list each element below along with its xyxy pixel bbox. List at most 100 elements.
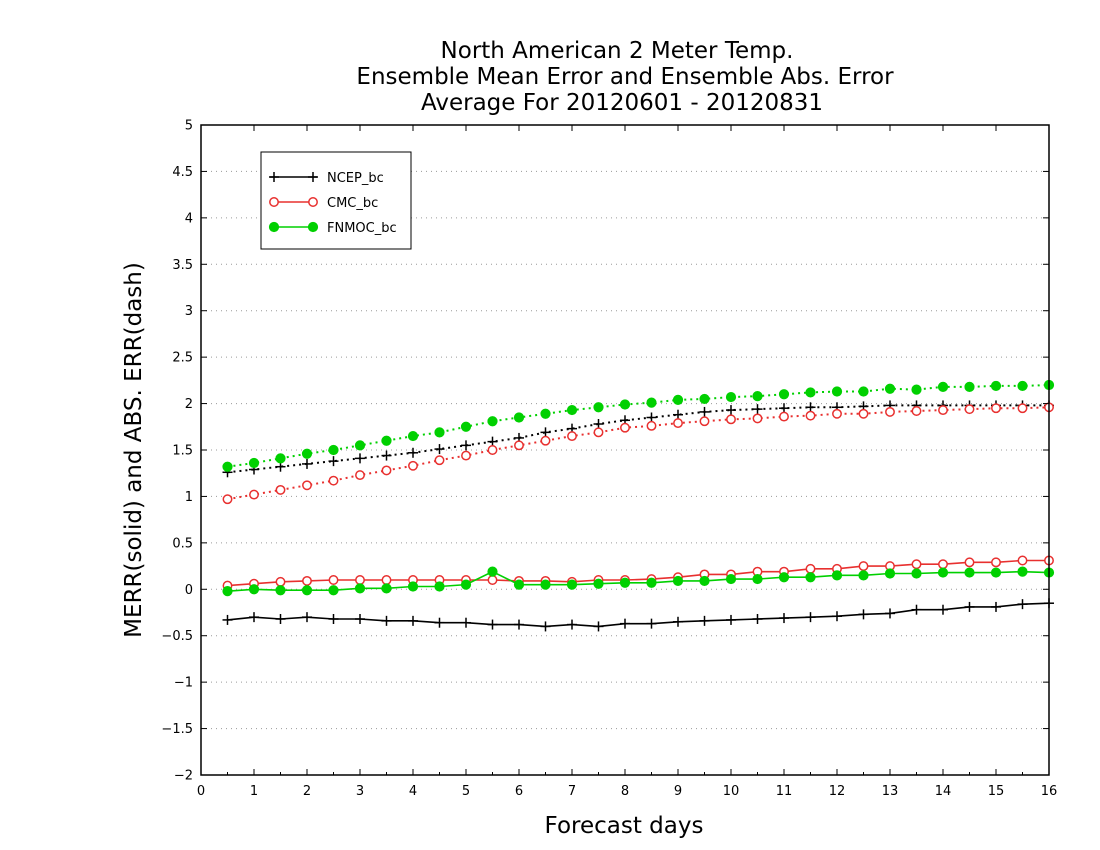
ncep-bc-merr-point: [249, 612, 259, 623]
fnmoc-bc-merr-point: [884, 568, 896, 579]
ncep-bc-merr-point: [646, 618, 657, 629]
y-tick-label: 2: [185, 397, 193, 412]
fnmoc-bc-abs-err-point: [593, 402, 604, 413]
fnmoc-bc-merr-point: [301, 585, 313, 596]
y-tick-label: −1.5: [161, 722, 193, 737]
ncep-bc-merr-point: [381, 615, 392, 626]
cmc-bc-abs-err-point: [249, 489, 259, 500]
legend-marker-ncep-bc: [269, 172, 279, 182]
y-tick-label: 0: [185, 583, 193, 598]
x-tick-label: 5: [462, 784, 470, 799]
cmc-bc-abs-err-point: [964, 404, 975, 415]
y-tick-label: 1: [185, 490, 193, 505]
cmc-bc-merr-point: [355, 575, 365, 585]
ncep-bc-merr-point: [752, 614, 763, 624]
ncep-bc-merr-point: [726, 614, 736, 625]
fnmoc-bc-abs-err-point: [222, 461, 233, 472]
fnmoc-bc-abs-err-point: [964, 381, 975, 392]
ncep-bc-abs-err-point: [355, 453, 365, 464]
tick-layer: −2−1.5−1−0.500.511.522.533.544.550 1 2 3 4 5 6…: [161, 119, 1057, 800]
ncep-bc-abs-err-point: [752, 404, 763, 415]
ncep-bc-merr-point: [328, 614, 339, 624]
y-tick-label: −0.5: [161, 629, 193, 644]
cmc-bc-abs-err-point: [673, 418, 683, 429]
cmc-bc-merr-point: [381, 575, 392, 585]
fnmoc-bc-abs-err-point: [460, 421, 472, 432]
cmc-bc-abs-err-point: [408, 460, 418, 471]
fnmoc-bc-merr-point: [805, 572, 816, 583]
ncep-bc-abs-err-point: [487, 436, 498, 447]
fnmoc-bc-merr-point: [460, 579, 472, 590]
fnmoc-bc-abs-err-point: [752, 391, 763, 402]
y-tick-label: 3.5: [172, 258, 193, 273]
cmc-bc-merr-point: [1017, 555, 1028, 566]
ncep-bc-merr-point: [911, 604, 922, 615]
fnmoc-bc-abs-err-line: [227, 384, 1050, 468]
cmc-bc-merr-point: [964, 557, 975, 568]
ncep-bc-merr-point: [885, 608, 895, 619]
cmc-bc-abs-err-point: [355, 470, 365, 481]
fnmoc-bc-merr-point: [752, 573, 763, 585]
cmc-bc-abs-err-point: [752, 413, 763, 424]
cmc-bc-merr-point: [302, 575, 312, 586]
x-tick-label: 6: [515, 784, 523, 799]
legend-box: [260, 151, 412, 250]
fnmoc-bc-merr-point: [381, 583, 392, 594]
ncep-bc-abs-err-point: [381, 450, 392, 461]
ncep-bc-merr-line: [227, 602, 1050, 628]
cmc-bc-merr-point: [487, 575, 498, 585]
legend-marker-cmc-bc: [308, 197, 318, 207]
ncep-bc-merr-point: [593, 621, 604, 632]
ncep-bc-abs-err-point: [434, 444, 445, 455]
ncep-bc-merr-point: [302, 612, 312, 623]
cmc-bc-abs-err-point: [461, 450, 471, 461]
chart-title-line-3: Average For 20120601 - 20120831: [421, 90, 823, 116]
fnmoc-bc-abs-err-point: [990, 380, 1002, 392]
fnmoc-bc-abs-err-point: [778, 389, 790, 400]
ncep-bc-merr-point: [620, 618, 630, 629]
x-tick-label: 12: [829, 784, 846, 799]
cmc-bc-merr-point: [858, 561, 869, 572]
cmc-bc-abs-err-point: [938, 405, 948, 416]
legend-marker-ncep-bc: [308, 172, 318, 182]
x-axis-label: Forecast days: [545, 813, 704, 839]
ncep-bc-abs-err-point: [328, 456, 339, 467]
ncep-bc-abs-err-point: [646, 412, 657, 423]
ncep-bc-merr-point: [673, 616, 683, 627]
fnmoc-bc-abs-err-point: [831, 386, 843, 397]
fnmoc-bc-abs-err-point: [487, 416, 498, 427]
x-tick-label: 15: [988, 784, 1005, 799]
fnmoc-bc-abs-err-point: [540, 408, 551, 419]
cmc-bc-abs-err-point: [487, 445, 498, 455]
y-tick-label: 5: [185, 119, 193, 134]
fnmoc-bc-abs-err-point: [619, 399, 631, 410]
fnmoc-bc-abs-err-point: [911, 384, 922, 395]
cmc-bc-abs-err-point: [991, 403, 1001, 414]
fnmoc-bc-merr-point: [725, 573, 737, 585]
cmc-bc-abs-err-point: [593, 427, 604, 438]
ncep-bc-merr-point: [699, 615, 710, 626]
ncep-bc-merr-point: [408, 615, 418, 626]
legend-marker-cmc-bc: [269, 197, 279, 207]
cmc-bc-abs-err-point: [620, 422, 630, 433]
x-tick-label: 9: [674, 784, 682, 799]
ncep-bc-merr-point: [858, 609, 869, 620]
cmc-bc-abs-err-point: [381, 465, 392, 476]
cmc-bc-merr-point: [911, 559, 922, 570]
fnmoc-bc-merr-point: [1017, 566, 1028, 577]
y-tick-label: 4: [185, 211, 193, 226]
ncep-bc-merr-point: [434, 617, 445, 628]
cmc-bc-abs-err-point: [779, 411, 789, 422]
legend-label-fnmoc-bc: FNMOC_bc: [327, 221, 397, 236]
fnmoc-bc-abs-err-point: [513, 412, 525, 423]
fnmoc-bc-abs-err-point: [566, 404, 578, 416]
fnmoc-bc-abs-err-point: [699, 393, 710, 405]
cmc-bc-merr-point: [805, 563, 816, 574]
fnmoc-bc-merr-point: [275, 585, 286, 596]
fnmoc-bc-merr-point: [646, 577, 657, 588]
legend-marker-fnmoc-bc: [268, 221, 280, 233]
x-tick-label: 13: [882, 784, 899, 799]
fnmoc-bc-merr-point: [672, 575, 684, 587]
fnmoc-bc-abs-err-point: [646, 397, 657, 408]
